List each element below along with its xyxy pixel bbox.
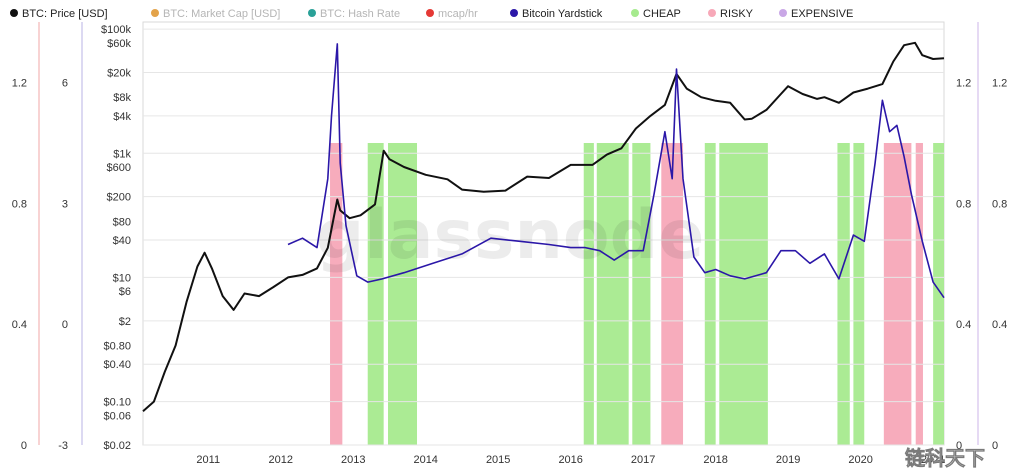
legend-marker[interactable] — [708, 9, 716, 17]
zone-cheap — [596, 143, 629, 445]
zone-cheap — [837, 143, 850, 445]
price-tick-label: $40 — [113, 235, 131, 247]
legend-marker[interactable] — [10, 9, 18, 17]
zone-cheap — [583, 143, 594, 445]
price-tick-label: $60k — [107, 38, 131, 50]
x-tick-label: 2017 — [631, 454, 655, 466]
legend-label[interactable]: BTC: Market Cap [USD] — [163, 8, 280, 20]
right-axis-1-tick: 0.8 — [956, 198, 971, 210]
x-tick-label: 2019 — [776, 454, 800, 466]
zone-cheap — [704, 143, 716, 445]
right-axis-2-tick: 0 — [992, 440, 998, 452]
price-tick-label: $0.40 — [103, 359, 131, 371]
plot-background — [142, 21, 945, 446]
left-axis-1-tick: 0.8 — [12, 198, 27, 210]
axes: $100k$60k$20k$8k$4k$1k$600$200$80$40$10$… — [12, 22, 1007, 466]
x-tick-label: 2012 — [268, 454, 292, 466]
price-tick-label: $8k — [113, 92, 131, 104]
right-axis-1-tick: 0.4 — [956, 319, 971, 331]
price-tick-label: $0.10 — [103, 397, 131, 409]
gridlines — [143, 28, 944, 446]
x-tick-label: 2020 — [848, 454, 872, 466]
price-tick-label: $0.80 — [103, 341, 131, 353]
zone-cheap — [632, 143, 651, 445]
legend-marker[interactable] — [510, 9, 518, 17]
zone-cheap — [367, 143, 384, 445]
zone-cheap — [388, 143, 418, 445]
x-tick-label: 2011 — [196, 454, 220, 466]
zone-risky — [330, 143, 343, 445]
zone-cheap — [853, 143, 865, 445]
price-tick-label: $6 — [119, 286, 131, 298]
x-tick-label: 2015 — [486, 454, 510, 466]
price-tick-label: $600 — [107, 162, 131, 174]
right-axis-2-tick: 1.2 — [992, 77, 1007, 89]
series-lines — [142, 41, 945, 412]
price-tick-label: $1k — [113, 148, 131, 160]
left-axis-2-tick: 6 — [62, 77, 68, 89]
legend-label[interactable]: Bitcoin Yardstick — [522, 8, 603, 20]
footer-watermark: 链科天下 — [905, 446, 985, 470]
legend-label[interactable]: BTC: Price [USD] — [22, 8, 108, 20]
left-axis-1-tick: 1.2 — [12, 77, 27, 89]
left-axis-1-tick: 0 — [21, 440, 27, 452]
legend-marker[interactable] — [631, 9, 639, 17]
x-tick-label: 2018 — [703, 454, 727, 466]
watermark: glassnode — [316, 196, 705, 275]
legend-label[interactable]: RISKY — [720, 8, 754, 20]
zone-risky — [915, 143, 923, 445]
x-tick-label: 2014 — [413, 454, 437, 466]
left-axis-2-tick: -3 — [58, 440, 68, 452]
legend-marker[interactable] — [779, 9, 787, 17]
right-axis-2-tick: 0.8 — [992, 198, 1007, 210]
price-tick-label: $10 — [113, 272, 131, 284]
price-tick-label: $200 — [107, 192, 131, 204]
legend-label[interactable]: CHEAP — [643, 8, 681, 20]
price-tick-label: $0.02 — [103, 440, 131, 452]
zone-risky — [883, 143, 912, 445]
zone-risky — [661, 143, 684, 445]
price-tick-label: $20k — [107, 67, 131, 79]
left-axis-1-tick: 0.4 — [12, 319, 27, 331]
price-tick-label: $100k — [101, 24, 131, 36]
x-tick-label: 2016 — [558, 454, 582, 466]
valuation-zones — [330, 143, 944, 445]
legend-label[interactable]: mcap/hr — [438, 8, 478, 20]
legend: BTC: Price [USD] BTC: Market Cap [USD] BTC… — [10, 8, 853, 20]
legend-label[interactable]: BTC: Hash Rate — [320, 8, 400, 20]
left-axis-2-tick: 3 — [62, 198, 68, 210]
price-tick-label: $2 — [119, 316, 131, 328]
x-tick-label: 2021 — [921, 454, 945, 466]
price-tick-label: $0.06 — [103, 410, 131, 422]
zone-cheap — [719, 143, 768, 445]
x-tick-label: 2013 — [341, 454, 365, 466]
btc-price-line — [142, 41, 945, 412]
plot-area — [142, 21, 945, 446]
zone-cheap — [933, 143, 944, 445]
right-axis-1-tick: 1.2 — [956, 77, 971, 89]
bitcoin-yardstick-line — [287, 43, 945, 299]
price-tick-label: $4k — [113, 111, 131, 123]
right-axis-2-tick: 0.4 — [992, 319, 1007, 331]
price-tick-label: $80 — [113, 216, 131, 228]
legend-marker[interactable] — [151, 9, 159, 17]
legend-marker[interactable] — [426, 9, 434, 17]
legend-marker[interactable] — [308, 9, 316, 17]
right-axis-1-tick: 0 — [956, 440, 962, 452]
left-axis-2-tick: 0 — [62, 319, 68, 331]
legend-label[interactable]: EXPENSIVE — [791, 8, 853, 20]
